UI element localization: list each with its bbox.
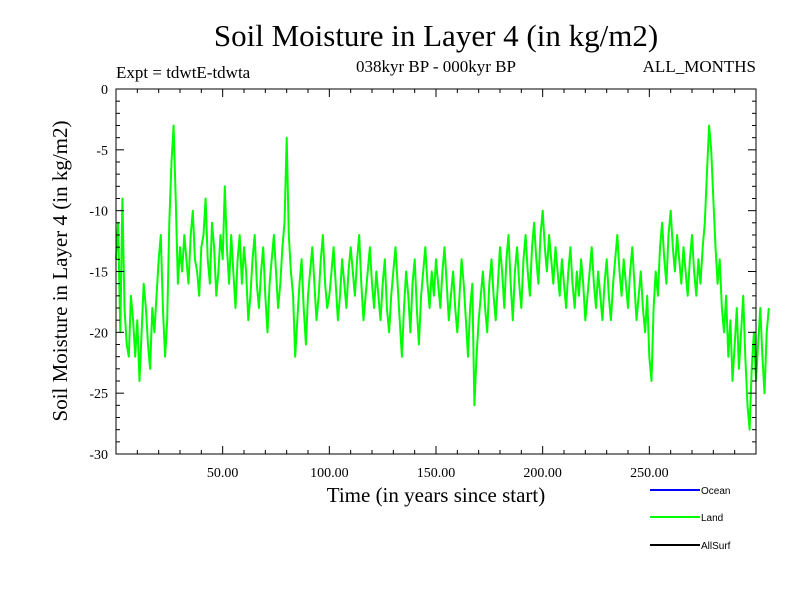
x-axis-label: Time (in years since start) (327, 483, 546, 507)
series-layer (115, 124, 770, 431)
x-tick-label: 100.00 (310, 466, 349, 481)
x-tick-label: 250.00 (630, 466, 669, 481)
series-line-land (115, 124, 770, 431)
legend-label-ocean: Ocean (701, 486, 730, 497)
x-tick-label: 200.00 (523, 466, 562, 481)
x-tick-label: 150.00 (417, 466, 456, 481)
period-label: 038kyr BP - 000kyr BP (356, 57, 516, 76)
experiment-label: Expt = tdwtE-tdwta (116, 63, 251, 82)
y-tick-label: -10 (89, 205, 108, 220)
y-axis-label: Soil Moisture in Layer 4 (in kg/m2) (48, 121, 72, 422)
legend-label-land: Land (701, 513, 723, 524)
chart-title: Soil Moisture in Layer 4 (in kg/m2) (214, 18, 658, 53)
y-tick-label: -30 (89, 448, 108, 463)
y-tick-label: -20 (89, 326, 108, 341)
y-tick-label: -25 (89, 387, 108, 402)
legend: Ocean Land AllSurf (650, 486, 731, 552)
y-tick-label: -5 (96, 144, 108, 159)
y-tick-label: 0 (101, 83, 108, 98)
months-label: ALL_MONTHS (643, 57, 756, 76)
y-tick-label: -15 (89, 266, 108, 281)
legend-label-allsurf: AllSurf (701, 541, 731, 552)
ticks-layer: 0 -5 -10 -15 -20 -25 -30 50.00 100.00 150.00 200.0… (89, 83, 756, 481)
x-tick-label: 50.00 (207, 466, 239, 481)
